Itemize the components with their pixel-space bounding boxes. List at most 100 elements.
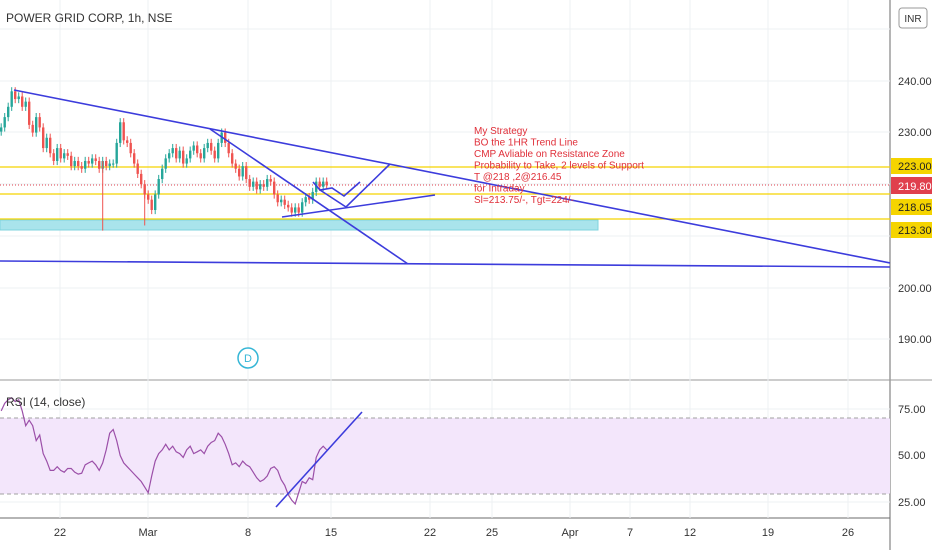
candle-body — [192, 145, 195, 151]
time-tick-apr: Apr — [561, 527, 578, 539]
dividend-marker-label: D — [244, 353, 252, 365]
candle-body — [45, 137, 48, 149]
candle-body — [49, 137, 52, 154]
candle-body — [206, 142, 209, 149]
candle-body — [213, 150, 216, 159]
time-tick-25: 25 — [486, 527, 498, 539]
time-tick-26: 26 — [842, 527, 854, 539]
candle-body — [217, 142, 220, 159]
candle-body — [136, 163, 139, 174]
candle-body — [91, 158, 94, 164]
candle-body — [171, 148, 174, 154]
svg-text:218.05: 218.05 — [898, 202, 932, 214]
candlestick-series — [0, 87, 328, 231]
price-tick-190: 190.00 — [898, 334, 932, 346]
candle-body — [325, 181, 328, 186]
svg-text:213.30: 213.30 — [898, 225, 932, 237]
candle-body — [108, 163, 111, 167]
annotation-line-6: for Intraday — [474, 184, 525, 195]
candle-body — [301, 202, 304, 213]
price-label-223[interactable]: 223.00 — [891, 158, 932, 174]
rsi-band — [0, 418, 890, 494]
rsi-line — [0, 397, 328, 506]
candle-body — [126, 140, 129, 143]
time-tick-19: 19 — [762, 527, 774, 539]
candle-body — [98, 160, 101, 169]
candle-body — [308, 197, 311, 200]
candle-body — [234, 163, 237, 169]
candle-body — [252, 181, 255, 187]
candle-body — [203, 148, 206, 159]
currency-badge: INR — [904, 14, 921, 25]
candle-body — [119, 122, 122, 143]
trendline-lower-flat — [0, 260, 891, 268]
annotation-line-3: CMP Avliable on Resistance Zone — [474, 149, 625, 160]
candle-body — [94, 158, 97, 161]
price-tick-200: 200.00 — [898, 283, 932, 295]
candle-body — [255, 181, 258, 190]
support-zone[interactable] — [0, 219, 599, 231]
candle-body — [266, 179, 269, 187]
price-label-218[interactable]: 218.05 — [891, 199, 932, 215]
candle-body — [238, 168, 241, 177]
candle-body — [304, 197, 307, 203]
candle-body — [56, 148, 59, 161]
price-tick-240: 240.00 — [898, 76, 932, 88]
horizontal-grid — [0, 28, 890, 503]
svg-text:223.00: 223.00 — [898, 161, 932, 173]
candle-body — [24, 101, 27, 107]
candle-body — [199, 153, 202, 159]
time-tick-12: 12 — [684, 527, 696, 539]
candle-body — [59, 148, 62, 159]
candle-body — [318, 181, 321, 187]
candle-body — [115, 142, 118, 164]
candle-body — [224, 132, 227, 143]
candle-body — [262, 184, 265, 187]
trendline-steep-descending — [209, 128, 409, 265]
candle-body — [112, 163, 115, 165]
candle-body — [10, 91, 13, 107]
candle-body — [14, 91, 17, 100]
candle-body — [297, 207, 300, 213]
candle-body — [227, 142, 230, 154]
candle-body — [196, 145, 199, 154]
trendlines[interactable] — [0, 89, 891, 508]
candle-body — [66, 153, 69, 156]
rsi-tick-75: 75.00 — [898, 404, 926, 416]
annotation-line-2: BO the 1HR Trend Line — [474, 138, 578, 149]
rsi-title: RSI (14, close) — [6, 395, 85, 409]
candle-body — [231, 153, 234, 164]
candle-body — [38, 117, 41, 128]
candle-body — [248, 179, 251, 187]
candle-body — [52, 153, 55, 161]
candle-body — [133, 153, 136, 164]
candle-body — [105, 160, 108, 167]
price-label-last[interactable]: 219.80 — [891, 177, 932, 194]
candle-body — [87, 160, 90, 164]
annotation-line-5: T @218 ,2@216.45 — [474, 172, 562, 183]
candle-body — [63, 153, 66, 159]
projection-path-1 — [312, 181, 361, 198]
dividend-marker-circle[interactable] — [237, 347, 259, 369]
currency-badge-box[interactable] — [898, 7, 928, 29]
candle-body — [7, 106, 10, 118]
candle-body — [28, 101, 31, 125]
time-tick-22feb: 22 — [54, 527, 66, 539]
candle-body — [35, 117, 38, 133]
candle-body — [147, 194, 150, 200]
candle-body — [31, 124, 34, 133]
candle-body — [259, 184, 262, 190]
candle-body — [161, 168, 164, 180]
candle-body — [290, 207, 293, 213]
candle-body — [245, 166, 248, 180]
candle-body — [150, 199, 153, 210]
price-label-213[interactable]: 213.30 — [891, 222, 932, 238]
candle-body — [140, 173, 143, 185]
candle-body — [280, 199, 283, 203]
candle-body — [154, 194, 157, 210]
candle-body — [241, 166, 244, 177]
time-tick-7: 7 — [627, 527, 633, 539]
trendline-support-rising — [281, 194, 436, 218]
